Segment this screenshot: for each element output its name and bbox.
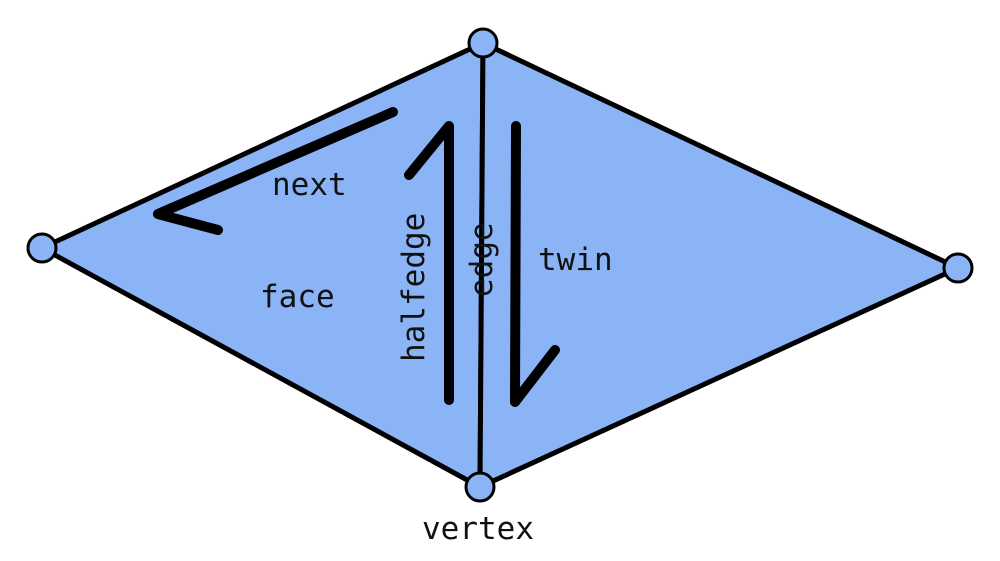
- edge-label: edge: [464, 222, 500, 297]
- shared-edge-bottom: [480, 308, 481, 487]
- face-label: face: [260, 279, 335, 315]
- vertex-right: [944, 254, 972, 282]
- vertex-bottom: [466, 473, 494, 501]
- twin-label: twin: [538, 242, 613, 278]
- vertex-top: [469, 29, 497, 57]
- vertex-label: vertex: [422, 511, 534, 547]
- halfedge-label: halfedge: [396, 213, 432, 362]
- vertex-left: [28, 234, 56, 262]
- shared-edge-top: [482, 43, 483, 205]
- next-label: next: [272, 167, 347, 203]
